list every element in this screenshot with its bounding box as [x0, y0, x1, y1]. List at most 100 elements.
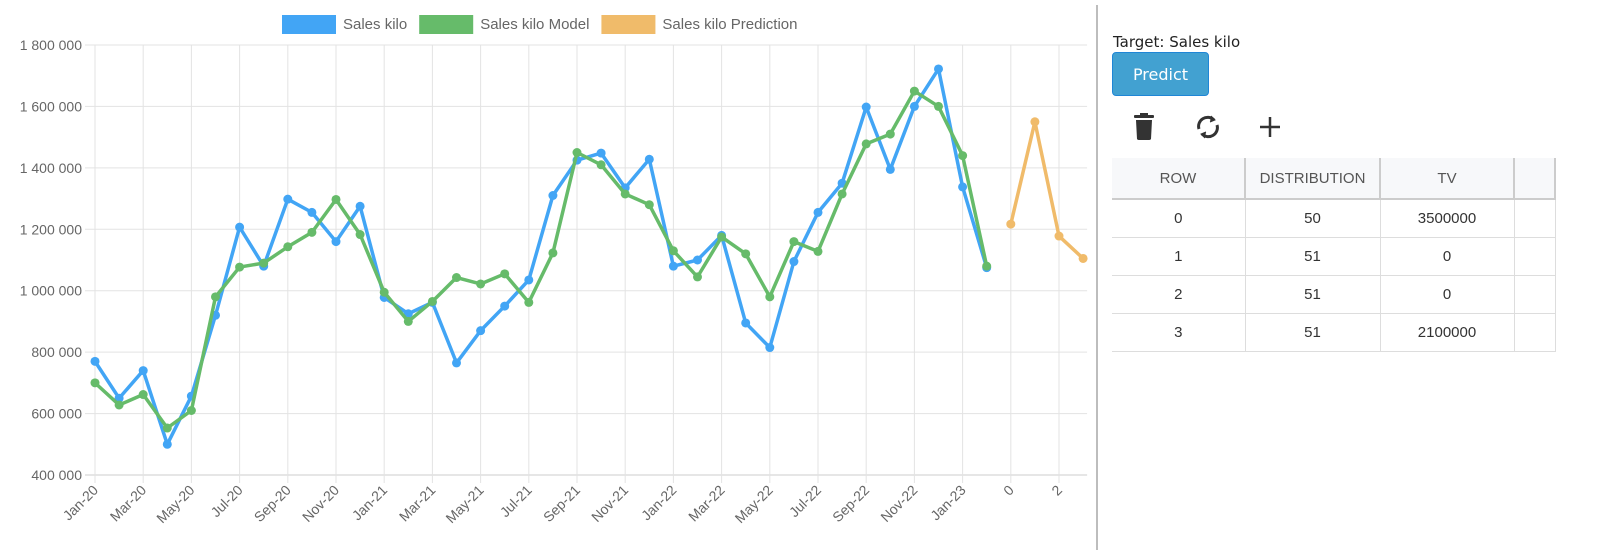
table-cell[interactable]: 3	[1112, 313, 1246, 352]
x-tick-label: Sep-20	[251, 482, 294, 525]
data-point	[114, 400, 124, 410]
data-point	[909, 101, 919, 111]
data-point	[307, 207, 317, 217]
data-point	[162, 439, 172, 449]
x-tick-label: Jan-23	[927, 482, 969, 524]
x-tick-label: Sep-21	[540, 482, 583, 525]
x-tick-label: Jan-21	[349, 482, 391, 524]
data-point	[982, 261, 992, 271]
x-tick-label: Jul-21	[497, 482, 535, 520]
y-tick-label: 800 000	[31, 344, 82, 360]
data-point	[452, 273, 461, 283]
data-point	[427, 296, 437, 306]
data-point	[596, 148, 606, 158]
table-cell[interactable]: 0	[1112, 199, 1246, 238]
table-cell[interactable]	[1514, 199, 1556, 238]
y-tick-label: 1 400 000	[20, 160, 82, 176]
table-cell[interactable]: 3500000	[1380, 199, 1515, 238]
legend-label: Sales kilo	[343, 16, 407, 33]
table-row: 2 51 0	[1112, 275, 1556, 314]
data-point	[259, 258, 269, 268]
data-point	[379, 287, 389, 297]
table-cell[interactable]	[1514, 275, 1556, 314]
table-cell[interactable]: 51	[1245, 313, 1381, 352]
data-point	[500, 301, 510, 311]
data-point	[186, 406, 196, 415]
data-point	[596, 160, 606, 170]
data-point	[813, 246, 823, 256]
data-point	[789, 257, 799, 267]
data-point	[403, 316, 413, 326]
x-tick-label: Nov-20	[299, 482, 342, 525]
input-table: ROW DISTRIBUTION TV 0 50 3500000 1 51 0 2 51 0 3 5…	[1112, 158, 1556, 352]
y-tick-label: 1 800 000	[20, 37, 82, 53]
table-header-row: ROW DISTRIBUTION TV	[1112, 158, 1556, 200]
data-point	[235, 262, 245, 272]
legend-label: Sales kilo Model	[480, 16, 589, 33]
x-tick-label: May-21	[442, 482, 486, 526]
data-point	[885, 164, 895, 174]
data-point	[162, 423, 172, 433]
data-point	[813, 207, 823, 217]
column-header-extra[interactable]	[1514, 158, 1556, 200]
y-tick-label: 1 000 000	[20, 283, 82, 299]
data-point	[885, 129, 895, 139]
table-cell[interactable]: 51	[1245, 237, 1381, 276]
table-cell[interactable]: 0	[1380, 275, 1515, 314]
data-point	[235, 222, 245, 232]
data-point	[837, 189, 847, 199]
data-point	[644, 200, 654, 210]
data-point	[644, 154, 654, 164]
data-point	[114, 393, 124, 403]
data-point	[572, 148, 582, 157]
data-point	[934, 101, 943, 111]
table-cell[interactable]: 1	[1112, 237, 1246, 276]
data-point	[355, 201, 365, 211]
data-point	[765, 292, 775, 302]
data-point	[283, 194, 293, 204]
table-cell[interactable]: 2	[1112, 275, 1246, 314]
data-point	[1030, 117, 1040, 127]
sales-chart: 400 000 600 000 800 000 1 000 000 1 200 000 1…	[20, 15, 1088, 526]
data-point	[138, 366, 148, 376]
data-point	[668, 246, 678, 256]
plus-icon[interactable]	[1255, 112, 1285, 142]
x-tick-label: May-20	[153, 482, 197, 526]
panel-divider[interactable]	[1096, 5, 1098, 550]
series-line	[93, 89, 989, 430]
data-point	[355, 230, 365, 240]
x-tick-label: Nov-22	[877, 482, 920, 525]
refresh-icon[interactable]	[1193, 112, 1223, 142]
table-cell[interactable]	[1514, 313, 1556, 352]
table-cell[interactable]	[1514, 237, 1556, 276]
data-point	[958, 151, 968, 161]
column-header-tv[interactable]: TV	[1380, 158, 1515, 200]
trash-icon[interactable]	[1129, 112, 1159, 142]
table-cell[interactable]: 2100000	[1380, 313, 1515, 352]
data-point	[476, 326, 486, 336]
data-point	[1006, 219, 1016, 229]
data-point	[934, 64, 943, 74]
table-cell[interactable]: 0	[1380, 237, 1515, 276]
table-row: 1 51 0	[1112, 237, 1556, 276]
data-point	[741, 318, 751, 328]
predict-button[interactable]: Predict	[1112, 52, 1209, 96]
target-label: Target: Sales kilo	[1113, 33, 1241, 51]
column-header-distribution[interactable]: DISTRIBUTION	[1245, 158, 1381, 200]
data-point	[693, 255, 702, 265]
x-tick-label: Sep-22	[829, 482, 872, 525]
table-cell[interactable]: 51	[1245, 275, 1381, 314]
x-tick-label: Jan-20	[60, 482, 102, 524]
data-point	[90, 378, 100, 388]
data-point	[620, 189, 630, 199]
legend-swatch	[282, 15, 336, 34]
data-point	[789, 237, 799, 247]
column-header-row[interactable]: ROW	[1112, 158, 1246, 200]
data-point	[861, 102, 871, 112]
data-point	[283, 242, 293, 252]
table-row: 0 50 3500000	[1112, 199, 1556, 238]
table-cell[interactable]: 50	[1245, 199, 1381, 238]
data-point	[1078, 253, 1088, 263]
y-tick-label: 600 000	[31, 406, 82, 422]
x-tick-label: Jan-22	[638, 482, 680, 524]
